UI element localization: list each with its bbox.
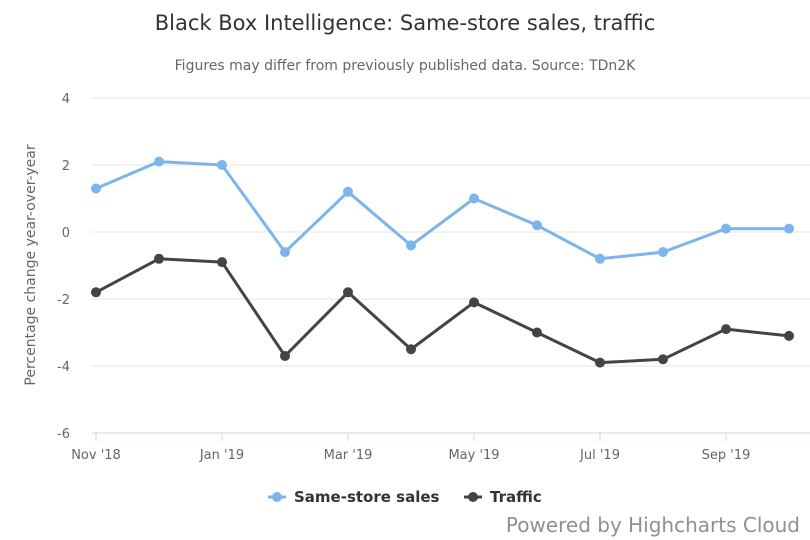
x-tick-label: Jul '19 bbox=[579, 448, 620, 463]
traffic-series-line bbox=[95, 257, 790, 365]
same-store-sales-data-point[interactable] bbox=[280, 247, 290, 258]
traffic-data-point[interactable] bbox=[91, 287, 101, 298]
y-tick-label: 4 bbox=[62, 92, 70, 107]
x-tick-label: Mar '19 bbox=[324, 448, 373, 463]
x-tick-label: Nov '18 bbox=[71, 448, 121, 463]
y-axis-label: Percentage change year-over-year bbox=[23, 144, 39, 385]
y-tick-label: 0 bbox=[62, 226, 70, 241]
y-tick-label: -6 bbox=[57, 427, 70, 442]
y-tick-label: 2 bbox=[62, 159, 70, 174]
same-store-sales-data-point[interactable] bbox=[154, 156, 164, 167]
traffic-data-point[interactable] bbox=[469, 297, 479, 308]
traffic-data-point[interactable] bbox=[154, 253, 164, 264]
traffic-data-point[interactable] bbox=[217, 257, 227, 268]
legend-marker-symbol bbox=[272, 492, 282, 502]
same-store-sales-data-point[interactable] bbox=[343, 186, 353, 197]
series-group bbox=[91, 156, 794, 368]
same-store-sales-data-point[interactable] bbox=[784, 223, 794, 234]
same-store-sales-data-point[interactable] bbox=[532, 220, 542, 231]
y-tick-label: -4 bbox=[57, 360, 70, 375]
legend-item-traffic[interactable]: Traffic bbox=[464, 488, 542, 506]
same-store-sales-data-point[interactable] bbox=[721, 223, 731, 234]
same-store-sales-data-point[interactable] bbox=[595, 253, 605, 264]
traffic-data-point[interactable] bbox=[343, 287, 353, 298]
same-store-sales-data-point[interactable] bbox=[91, 183, 101, 194]
grid-lines bbox=[92, 97, 810, 434]
same-store-sales-series-line bbox=[95, 160, 789, 261]
credits-link[interactable]: Powered by Highcharts Cloud bbox=[506, 513, 800, 537]
traffic-data-point[interactable] bbox=[721, 324, 731, 335]
x-axis: Nov '18 Jan '19 Mar '19 May '19 Jul '19 Sep '… bbox=[71, 432, 810, 463]
legend-label: Traffic bbox=[490, 488, 542, 506]
legend-item-same-store-sales[interactable]: Same-store sales bbox=[268, 488, 440, 506]
y-tick-label: -2 bbox=[57, 293, 70, 308]
traffic-data-point[interactable] bbox=[532, 327, 542, 338]
same-store-sales-data-point[interactable] bbox=[658, 247, 668, 258]
x-tick-label: Sep '19 bbox=[702, 448, 751, 463]
legend-marker-symbol bbox=[468, 492, 478, 502]
traffic-data-point[interactable] bbox=[658, 354, 668, 365]
same-store-sales-data-point[interactable] bbox=[217, 160, 227, 170]
legend[interactable]: Same-store sales Traffic bbox=[268, 488, 542, 506]
chart-title: Black Box Intelligence: Same-store sales… bbox=[155, 11, 656, 35]
chart-subtitle: Figures may differ from previously publi… bbox=[175, 58, 637, 74]
traffic-data-point[interactable] bbox=[280, 350, 290, 361]
traffic-data-point[interactable] bbox=[595, 357, 605, 368]
same-store-sales-data-point[interactable] bbox=[469, 193, 479, 204]
legend-label: Same-store sales bbox=[294, 488, 440, 506]
x-tick-label: May '19 bbox=[448, 448, 499, 463]
same-store-sales-data-point[interactable] bbox=[406, 240, 416, 251]
y-axis-ticks: 4 2 0 -2 -4 -6 bbox=[57, 92, 70, 442]
x-tick-label: Jan '19 bbox=[199, 448, 244, 463]
traffic-data-point[interactable] bbox=[406, 344, 416, 355]
traffic-data-point[interactable] bbox=[784, 330, 794, 341]
